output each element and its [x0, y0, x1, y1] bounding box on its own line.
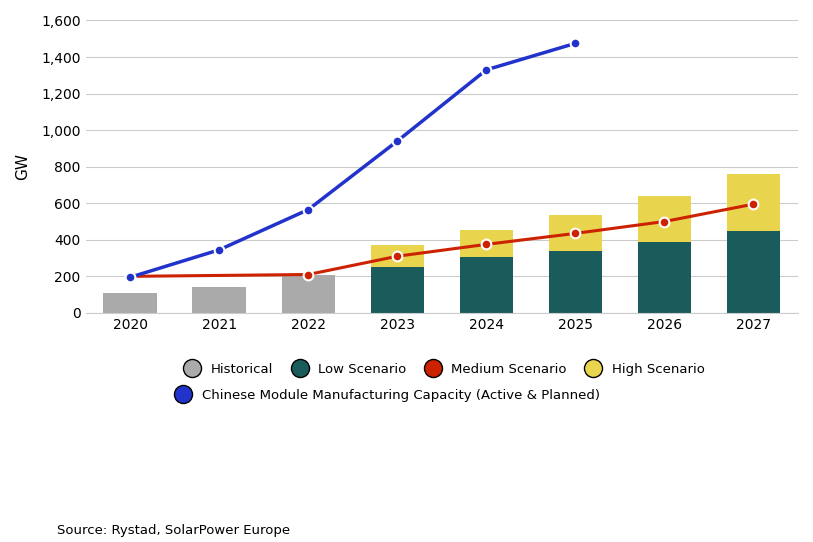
Bar [637, 242, 691, 313]
Bar [637, 196, 691, 242]
Text: Source: Rystad, SolarPower Europe: Source: Rystad, SolarPower Europe [57, 524, 290, 537]
Bar [459, 230, 513, 257]
Bar [103, 293, 157, 313]
Bar [459, 257, 513, 313]
Bar [549, 215, 602, 251]
Legend: Chinese Module Manufacturing Capacity (Active & Planned): Chinese Module Manufacturing Capacity (A… [165, 384, 605, 408]
Y-axis label: GW: GW [15, 153, 30, 180]
Bar [371, 267, 424, 313]
Bar [549, 251, 602, 313]
Bar [193, 287, 246, 313]
Bar [371, 246, 424, 267]
Bar [727, 174, 780, 231]
Bar [281, 275, 335, 313]
Bar [727, 231, 780, 313]
